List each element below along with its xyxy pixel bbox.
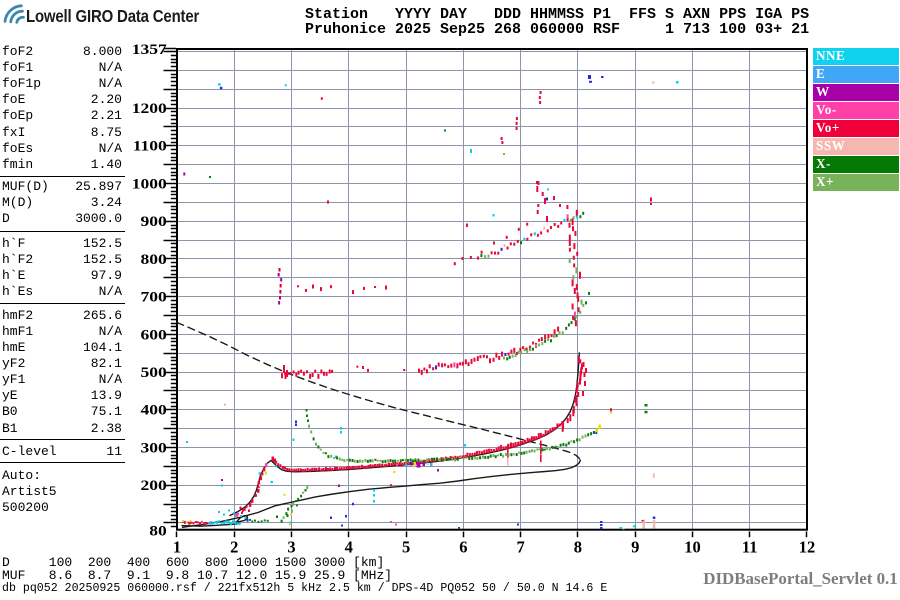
svg-text:500: 500 xyxy=(141,365,167,380)
svg-text:5: 5 xyxy=(402,538,410,557)
svg-text:3: 3 xyxy=(287,538,295,557)
svg-text:900: 900 xyxy=(141,214,167,229)
svg-text:80: 80 xyxy=(149,524,167,539)
svg-text:300: 300 xyxy=(141,441,167,456)
svg-text:2: 2 xyxy=(230,538,238,557)
svg-text:1000: 1000 xyxy=(132,177,167,192)
svg-text:6: 6 xyxy=(459,538,467,557)
svg-text:7: 7 xyxy=(516,538,524,557)
svg-text:1357: 1357 xyxy=(132,42,167,57)
svg-text:10: 10 xyxy=(684,538,701,557)
svg-text:1100: 1100 xyxy=(133,139,167,154)
svg-text:4: 4 xyxy=(345,538,353,557)
svg-text:800: 800 xyxy=(141,252,167,267)
svg-text:400: 400 xyxy=(141,403,167,418)
svg-text:200: 200 xyxy=(141,478,167,493)
svg-text:1: 1 xyxy=(173,538,181,557)
svg-text:8: 8 xyxy=(574,538,582,557)
svg-text:12: 12 xyxy=(799,538,816,557)
svg-text:700: 700 xyxy=(141,290,167,305)
svg-text:9: 9 xyxy=(631,538,639,557)
svg-text:1200: 1200 xyxy=(132,101,167,116)
svg-text:600: 600 xyxy=(141,328,167,343)
svg-text:11: 11 xyxy=(742,538,758,557)
